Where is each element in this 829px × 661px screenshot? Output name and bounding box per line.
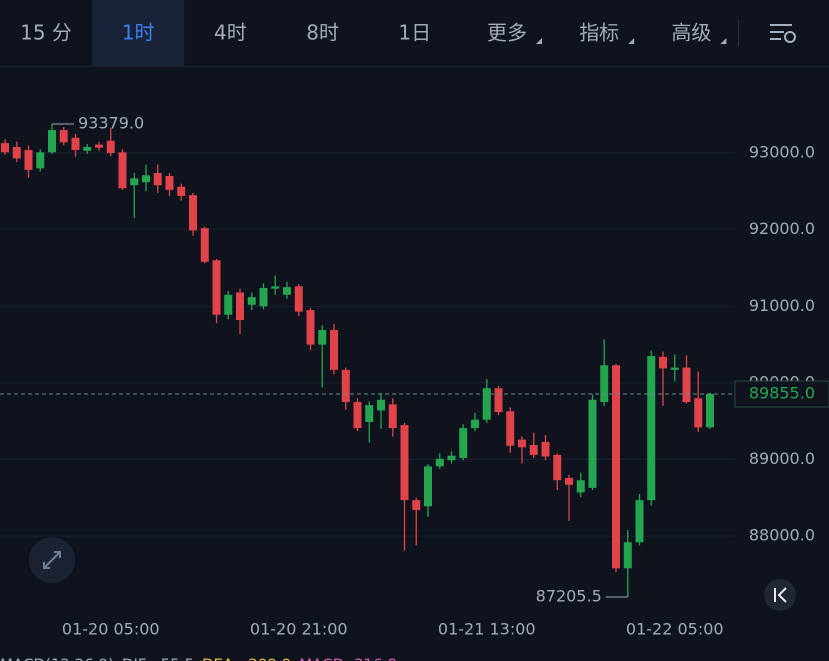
candle-body xyxy=(482,388,491,420)
candle-body xyxy=(576,480,585,493)
y-tick-label: 89000.0 xyxy=(749,449,815,468)
candle-body xyxy=(318,330,327,345)
candle-body xyxy=(24,149,33,170)
candle-body xyxy=(341,369,350,403)
candle-body xyxy=(259,287,268,307)
candle-body xyxy=(647,356,656,501)
candle-body xyxy=(59,130,68,143)
candle-body xyxy=(83,146,92,151)
candle-body xyxy=(412,500,421,511)
indicator-label: DIF: -55.5 xyxy=(122,656,194,661)
candle-body xyxy=(236,292,244,321)
candle-body xyxy=(306,310,315,345)
candle-body xyxy=(612,365,620,569)
last-price-box xyxy=(734,380,829,408)
candle-body xyxy=(142,175,150,183)
candle-body xyxy=(353,402,362,429)
candle-body xyxy=(635,500,644,543)
dropdown-arrow xyxy=(536,38,542,44)
x-tick-label: 01-20 05:00 xyxy=(62,620,160,639)
tab[interactable]: 1日 xyxy=(398,21,431,45)
candle-body xyxy=(224,294,233,315)
candle-body xyxy=(659,356,667,369)
candle-body xyxy=(294,286,303,312)
candle-body xyxy=(388,404,397,429)
candle-body xyxy=(518,439,526,448)
expand-button[interactable] xyxy=(29,537,75,583)
candle-body xyxy=(48,130,56,153)
candle-body xyxy=(459,428,468,458)
candle-body xyxy=(153,172,162,186)
x-tick-label: 01-20 21:00 xyxy=(250,620,348,639)
tab[interactable]: 更多 xyxy=(487,21,527,45)
tab[interactable]: 指标 xyxy=(579,21,619,45)
dropdown-arrow xyxy=(720,38,727,44)
candle-body xyxy=(365,405,374,422)
max-label: 93379.0 xyxy=(78,114,144,133)
candle-body xyxy=(506,411,515,446)
candle-body xyxy=(247,297,256,305)
y-tick-label: 93000.0 xyxy=(749,143,815,162)
tab[interactable]: 15 分 xyxy=(20,21,72,45)
indicator-label: DEA: -209.9 xyxy=(202,656,291,661)
jump-latest-button[interactable] xyxy=(764,579,796,611)
indicator-label: MACD(12,26,9) xyxy=(0,656,114,661)
x-tick-label: 01-21 13:00 xyxy=(438,620,536,639)
candle-body xyxy=(682,367,691,403)
candle-body xyxy=(283,287,291,295)
min-label: 87205.5 xyxy=(536,587,602,606)
candle-body xyxy=(670,367,679,370)
candle-body xyxy=(541,441,550,457)
candle-body xyxy=(118,152,127,189)
indicator-label: MACD: 316.8 xyxy=(299,656,397,661)
candle-body xyxy=(424,466,432,507)
candle-body xyxy=(130,178,139,186)
candle-body xyxy=(212,260,221,315)
y-tick-label: 91000.0 xyxy=(749,296,815,315)
tab[interactable]: 4时 xyxy=(214,21,247,45)
candle-body xyxy=(471,419,479,429)
candle-body xyxy=(588,399,597,488)
candle-body xyxy=(95,144,103,148)
dropdown-arrow xyxy=(628,38,635,44)
tab[interactable]: 高级 xyxy=(671,21,711,45)
candle-body xyxy=(529,444,538,455)
settings-icon[interactable] xyxy=(770,24,796,43)
candle-body xyxy=(1,143,9,153)
candle-body xyxy=(553,454,562,481)
candle-body xyxy=(435,458,444,467)
candle-body xyxy=(600,365,609,403)
candle-body xyxy=(12,146,21,159)
y-tick-label: 88000.0 xyxy=(749,526,815,545)
candle-body xyxy=(565,477,573,485)
candle-body xyxy=(189,195,197,231)
candle-body xyxy=(177,186,186,196)
candle-body xyxy=(623,542,632,569)
candle-body xyxy=(330,330,338,370)
tab[interactable]: 8时 xyxy=(306,21,339,45)
candle-body xyxy=(271,286,280,289)
candle-body xyxy=(71,137,80,150)
candle-body xyxy=(447,455,456,461)
candle-body xyxy=(200,228,209,262)
candle-body xyxy=(377,399,385,411)
last-price-label: 89855.0 xyxy=(749,384,815,403)
candle-body xyxy=(400,425,409,501)
active-tab-bg xyxy=(92,0,185,66)
tab[interactable]: 1时 xyxy=(122,21,155,45)
x-tick-label: 01-22 05:00 xyxy=(626,620,724,639)
candle-body xyxy=(494,388,503,413)
candle-body xyxy=(106,140,115,154)
candle-body xyxy=(706,394,714,428)
y-tick-label: 92000.0 xyxy=(749,219,815,238)
candle-body xyxy=(36,152,45,169)
candle-body xyxy=(165,176,174,190)
candle-body xyxy=(694,398,703,428)
